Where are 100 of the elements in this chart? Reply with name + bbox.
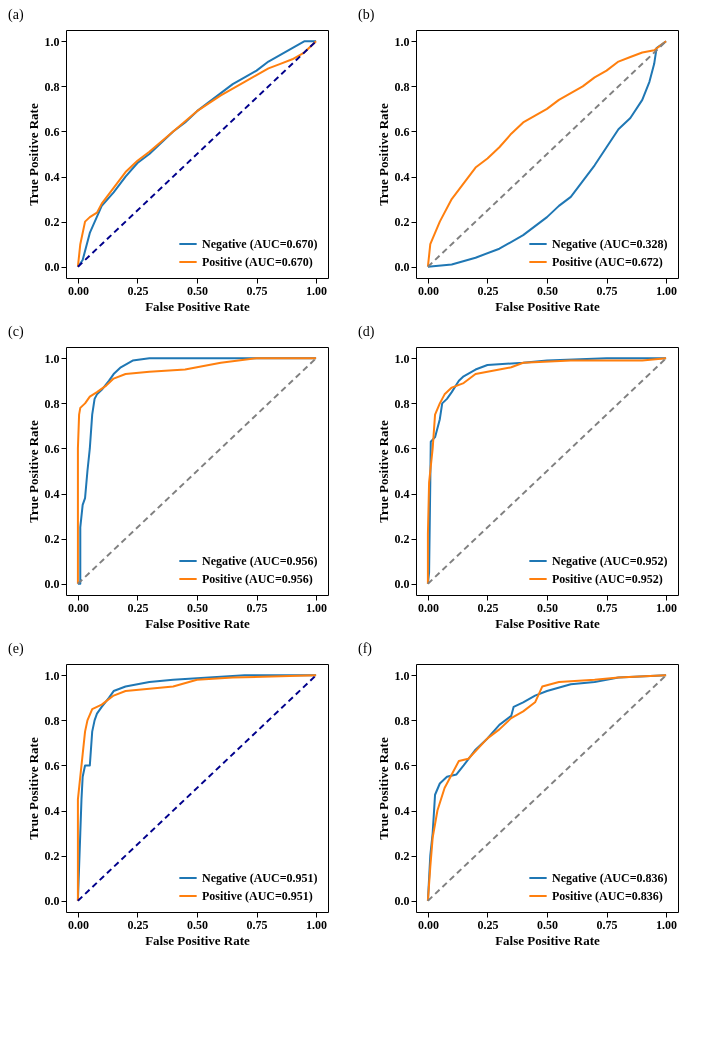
y-axis-title: True Positive Rate [375, 420, 391, 523]
x-tick-label: 0.75 [246, 917, 268, 932]
line-series [76, 674, 318, 902]
y-tick-label: 0.4 [394, 170, 410, 185]
y-tick-label: 0.8 [394, 713, 410, 728]
chart-title: (a) [8, 7, 24, 23]
y-tick-label: 1.0 [394, 351, 410, 366]
x-tick-label: 0.50 [187, 283, 208, 298]
y-tick-label: 0.0 [44, 577, 60, 592]
y-tick-label: 0.2 [394, 849, 410, 864]
y-tick-label: 0.8 [44, 713, 60, 728]
line-series [426, 674, 668, 902]
chart-title: (c) [8, 324, 24, 340]
legend-label: Negative (AUC=0.956) [202, 554, 318, 568]
line-series [76, 40, 318, 268]
y-tick-label: 0.6 [394, 441, 410, 456]
y-tick-label: 0.8 [394, 79, 410, 94]
y-axis-title: True Positive Rate [25, 420, 41, 523]
legend-label: Negative (AUC=0.951) [202, 871, 318, 885]
y-tick-label: 1.0 [44, 34, 60, 49]
y-tick-label: 0.4 [44, 804, 60, 819]
y-tick-label: 0.8 [44, 396, 60, 411]
legend-label: Negative (AUC=0.670) [202, 237, 318, 251]
y-tick-label: 1.0 [394, 668, 410, 683]
y-tick-label: 0.6 [44, 124, 60, 139]
chart-title: (e) [8, 641, 24, 657]
y-axis-title: True Positive Rate [375, 103, 391, 206]
x-tick-label: 0.75 [596, 600, 618, 615]
y-tick-label: 0.6 [44, 758, 60, 773]
x-tick-label: 0.25 [477, 600, 499, 615]
y-tick-label: 1.0 [44, 351, 60, 366]
x-tick-label: 0.25 [127, 917, 149, 932]
y-tick-label: 0.8 [44, 79, 60, 94]
y-tick-label: 0.6 [394, 758, 410, 773]
y-tick-label: 0.2 [394, 215, 410, 230]
x-tick-label: 0.75 [596, 283, 618, 298]
chart-title: (b) [358, 7, 375, 23]
y-tick-label: 1.0 [44, 668, 60, 683]
x-tick-label: 1.00 [306, 600, 328, 615]
x-tick-label: 0.75 [596, 917, 618, 932]
x-axis-title: False Positive Rate [495, 932, 601, 948]
y-tick-label: 0.2 [44, 532, 60, 547]
x-tick-label: 1.00 [656, 600, 678, 615]
x-tick-label: 1.00 [306, 917, 328, 932]
x-tick-label: 0.25 [477, 917, 499, 932]
chart-title: (f) [358, 641, 373, 657]
x-tick-label: 0.75 [246, 600, 268, 615]
x-tick-label: 0.75 [246, 283, 268, 298]
legend-label: Positive (AUC=0.951) [202, 889, 313, 903]
y-tick-label: 0.2 [44, 215, 60, 230]
legend-label: Negative (AUC=0.952) [552, 554, 668, 568]
legend-label: Positive (AUC=0.670) [202, 255, 313, 269]
y-axis-title: True Positive Rate [25, 737, 41, 840]
x-tick-label: 0.25 [127, 600, 149, 615]
y-tick-label: 0.4 [44, 170, 60, 185]
x-tick-label: 0.50 [537, 283, 558, 298]
x-tick-label: 0.50 [537, 917, 558, 932]
x-tick-label: 0.50 [537, 600, 558, 615]
x-tick-label: 0.00 [417, 283, 439, 298]
x-axis-title: False Positive Rate [145, 932, 251, 948]
x-tick-label: 0.00 [417, 600, 439, 615]
line-series [426, 40, 668, 268]
x-tick-label: 0.00 [67, 283, 89, 298]
x-tick-label: 0.00 [417, 917, 439, 932]
y-tick-label: 0.0 [44, 894, 60, 909]
x-tick-label: 0.25 [127, 283, 149, 298]
x-axis-title: False Positive Rate [495, 615, 601, 631]
y-tick-label: 0.4 [394, 487, 410, 502]
x-tick-label: 1.00 [306, 283, 328, 298]
x-tick-label: 0.25 [477, 283, 499, 298]
y-tick-label: 0.6 [44, 441, 60, 456]
y-tick-label: 1.0 [394, 34, 410, 49]
y-tick-label: 0.2 [44, 849, 60, 864]
x-tick-label: 0.50 [187, 600, 208, 615]
y-axis-title: True Positive Rate [25, 103, 41, 206]
y-tick-label: 0.0 [394, 894, 410, 909]
y-tick-label: 0.4 [44, 487, 60, 502]
y-tick-label: 0.8 [394, 396, 410, 411]
y-tick-label: 0.0 [394, 260, 410, 275]
y-tick-label: 0.2 [394, 532, 410, 547]
x-axis-title: False Positive Rate [145, 298, 251, 314]
line-series [426, 357, 668, 585]
y-axis-title: True Positive Rate [375, 737, 391, 840]
y-tick-label: 0.0 [44, 260, 60, 275]
y-tick-label: 0.6 [394, 124, 410, 139]
legend-label: Negative (AUC=0.836) [552, 871, 668, 885]
x-tick-label: 0.50 [187, 917, 208, 932]
legend-label: Negative (AUC=0.328) [552, 237, 668, 251]
chart-title: (d) [358, 324, 375, 340]
x-tick-label: 1.00 [656, 283, 678, 298]
legend-label: Positive (AUC=0.672) [552, 255, 663, 269]
x-tick-label: 0.00 [67, 917, 89, 932]
legend-label: Positive (AUC=0.836) [552, 889, 663, 903]
x-tick-label: 0.00 [67, 600, 89, 615]
x-axis-title: False Positive Rate [145, 615, 251, 631]
x-axis-title: False Positive Rate [495, 298, 601, 314]
legend-label: Positive (AUC=0.952) [552, 572, 663, 586]
legend-label: Positive (AUC=0.956) [202, 572, 313, 586]
y-tick-label: 0.4 [394, 804, 410, 819]
y-tick-label: 0.0 [394, 577, 410, 592]
